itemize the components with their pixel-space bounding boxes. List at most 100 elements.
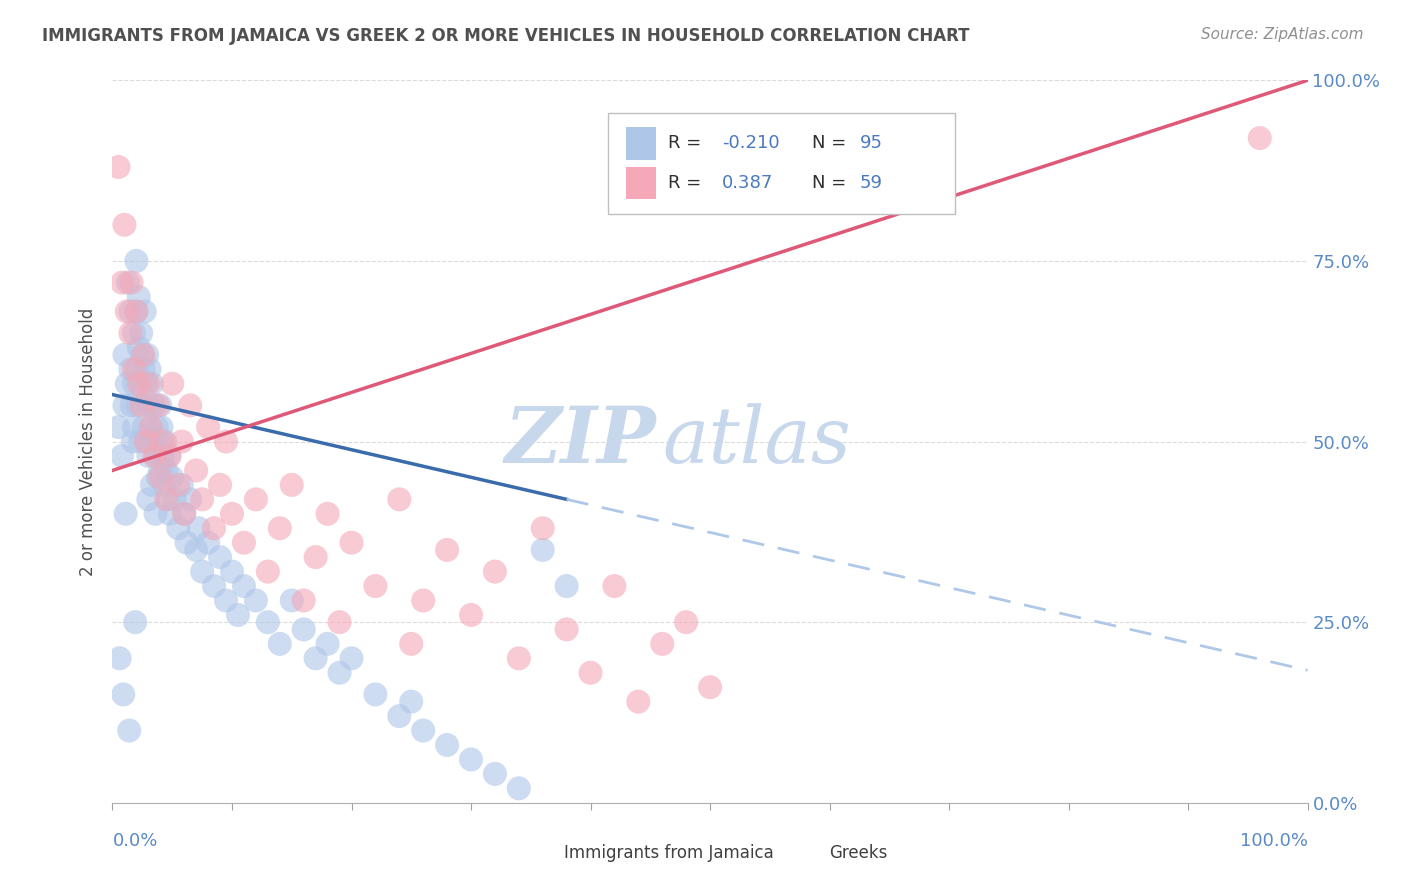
Point (125, 304, 148, 318)
Point (269, 521, 291, 535)
Point (281, 593, 304, 607)
Point (120, 362, 142, 376)
Point (281, 478, 304, 492)
Text: 0.0%: 0.0% (112, 831, 157, 850)
Text: 0.387: 0.387 (723, 174, 773, 192)
Y-axis label: 2 or more Vehicles in Household: 2 or more Vehicles in Household (79, 308, 97, 575)
Point (221, 565, 243, 579)
Point (127, 398, 149, 412)
Point (132, 420, 155, 434)
FancyBboxPatch shape (609, 112, 955, 214)
Point (128, 290, 150, 304)
Text: -0.210: -0.210 (723, 134, 779, 153)
Point (129, 434, 152, 449)
Point (579, 665, 602, 680)
Point (305, 550, 328, 565)
Point (155, 492, 177, 507)
Point (124, 615, 146, 630)
Point (484, 565, 506, 579)
Point (436, 542, 458, 557)
Point (129, 326, 152, 340)
Text: ZIP: ZIP (505, 403, 657, 480)
Point (233, 535, 256, 549)
Point (329, 615, 352, 630)
Point (531, 542, 554, 557)
Point (162, 376, 183, 391)
Point (120, 304, 142, 318)
Point (111, 449, 134, 463)
Point (699, 680, 721, 694)
Point (122, 420, 145, 434)
Point (627, 695, 650, 709)
Point (122, 362, 145, 376)
Point (316, 637, 339, 651)
Text: R =: R = (668, 174, 707, 192)
Point (145, 449, 167, 463)
Point (460, 607, 482, 622)
Point (138, 449, 160, 463)
Point (484, 767, 506, 781)
Point (143, 398, 166, 412)
Text: N =: N = (811, 174, 852, 192)
Point (118, 723, 141, 738)
Point (460, 752, 482, 766)
Point (191, 565, 214, 579)
Point (122, 326, 145, 340)
Point (141, 478, 163, 492)
Point (112, 687, 135, 701)
Point (1249, 131, 1271, 145)
Point (138, 376, 160, 391)
Point (202, 521, 225, 535)
Point (121, 398, 143, 412)
Point (152, 434, 174, 449)
Bar (787, 844, 824, 864)
Point (153, 434, 176, 449)
Point (139, 420, 162, 434)
Point (245, 593, 267, 607)
Point (233, 579, 256, 593)
Point (209, 478, 232, 492)
Point (125, 253, 148, 268)
Point (135, 376, 157, 391)
Point (129, 398, 152, 412)
Point (191, 492, 214, 507)
Point (146, 398, 169, 412)
Point (197, 535, 219, 549)
Point (115, 376, 138, 391)
Point (170, 478, 193, 492)
Point (167, 521, 190, 535)
Bar (627, 167, 657, 200)
Point (134, 304, 156, 318)
Point (651, 637, 673, 651)
Point (555, 579, 578, 593)
Point (155, 463, 177, 477)
Point (215, 593, 238, 607)
Point (340, 651, 363, 665)
Point (226, 607, 249, 622)
Point (111, 276, 134, 290)
Point (675, 615, 697, 630)
Point (143, 449, 166, 463)
Text: 100.0%: 100.0% (1240, 831, 1308, 850)
Point (202, 579, 225, 593)
Bar (627, 128, 657, 160)
Point (555, 623, 578, 637)
Point (115, 304, 138, 318)
Point (153, 478, 176, 492)
Point (139, 420, 162, 434)
Point (508, 651, 530, 665)
Point (167, 478, 190, 492)
Point (292, 593, 315, 607)
Point (138, 362, 160, 376)
Point (135, 434, 157, 449)
Point (436, 738, 458, 752)
Point (136, 348, 159, 362)
Point (157, 449, 180, 463)
Point (197, 420, 219, 434)
Point (163, 492, 186, 507)
Point (135, 434, 157, 449)
Point (156, 492, 179, 507)
Point (128, 376, 150, 391)
Point (148, 434, 170, 449)
Point (128, 341, 150, 355)
